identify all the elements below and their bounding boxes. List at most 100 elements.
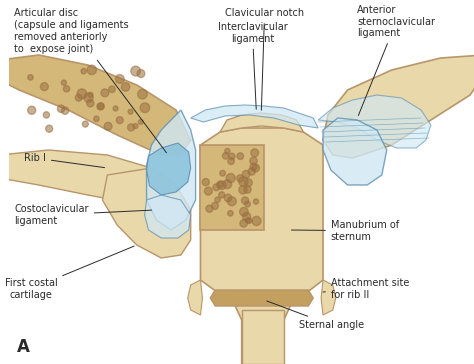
Circle shape: [88, 92, 93, 98]
Text: (capsule and ligaments: (capsule and ligaments: [14, 20, 129, 30]
Text: First costal
cartilage: First costal cartilage: [5, 246, 134, 300]
Circle shape: [219, 192, 225, 198]
Circle shape: [226, 174, 235, 183]
Circle shape: [245, 218, 250, 223]
Circle shape: [242, 170, 250, 178]
Circle shape: [137, 70, 145, 78]
Circle shape: [228, 158, 235, 165]
Circle shape: [237, 175, 244, 182]
Circle shape: [242, 197, 249, 204]
Text: Sternal angle: Sternal angle: [267, 301, 364, 330]
Circle shape: [113, 106, 118, 111]
Circle shape: [116, 75, 124, 83]
Circle shape: [224, 194, 232, 202]
Circle shape: [217, 181, 223, 188]
Circle shape: [137, 89, 147, 99]
Circle shape: [211, 202, 219, 209]
Circle shape: [248, 168, 255, 175]
Circle shape: [250, 163, 257, 170]
Circle shape: [251, 149, 259, 157]
Circle shape: [98, 103, 104, 110]
Circle shape: [27, 106, 36, 114]
Text: A: A: [17, 338, 30, 356]
Circle shape: [218, 181, 226, 190]
Polygon shape: [323, 118, 387, 185]
Circle shape: [239, 177, 248, 186]
Circle shape: [64, 86, 70, 92]
Text: Anterior
sternoclavicular
ligament: Anterior sternoclavicular ligament: [357, 5, 435, 115]
Text: Attachment site
for rib II: Attachment site for rib II: [323, 278, 409, 300]
Circle shape: [225, 149, 230, 154]
Circle shape: [229, 153, 235, 159]
Polygon shape: [210, 290, 313, 306]
Circle shape: [133, 123, 138, 128]
Circle shape: [116, 116, 123, 124]
Circle shape: [27, 75, 33, 80]
Circle shape: [101, 89, 109, 97]
Circle shape: [202, 178, 210, 186]
Circle shape: [40, 83, 48, 91]
Polygon shape: [188, 280, 202, 315]
Circle shape: [109, 86, 115, 93]
Text: to  expose joint): to expose joint): [14, 44, 93, 54]
Circle shape: [237, 153, 244, 159]
Circle shape: [252, 216, 261, 226]
Circle shape: [252, 164, 259, 172]
Circle shape: [245, 201, 250, 207]
Circle shape: [246, 218, 252, 223]
Text: removed anteriorly: removed anteriorly: [14, 32, 108, 42]
Polygon shape: [201, 128, 323, 364]
Text: Costoclavicular
ligament: Costoclavicular ligament: [14, 204, 152, 226]
Polygon shape: [201, 145, 264, 230]
Circle shape: [87, 99, 94, 107]
Circle shape: [204, 187, 212, 195]
Circle shape: [228, 197, 236, 206]
Circle shape: [61, 80, 66, 85]
Circle shape: [97, 103, 104, 110]
Circle shape: [128, 124, 135, 131]
Circle shape: [223, 180, 232, 189]
Polygon shape: [191, 105, 318, 128]
Circle shape: [140, 103, 150, 112]
Circle shape: [75, 94, 82, 101]
Polygon shape: [145, 195, 191, 238]
Polygon shape: [146, 110, 196, 230]
Polygon shape: [220, 113, 303, 132]
Circle shape: [240, 207, 248, 216]
Circle shape: [220, 170, 226, 176]
Text: Rib I: Rib I: [24, 153, 105, 167]
Circle shape: [243, 213, 251, 221]
Polygon shape: [0, 55, 191, 155]
Polygon shape: [318, 95, 431, 148]
Circle shape: [250, 157, 257, 165]
Polygon shape: [321, 280, 336, 315]
Circle shape: [244, 186, 251, 193]
Circle shape: [228, 210, 233, 216]
Circle shape: [81, 68, 86, 74]
Polygon shape: [146, 143, 191, 195]
Polygon shape: [323, 55, 474, 158]
Circle shape: [82, 121, 88, 127]
Circle shape: [43, 112, 49, 118]
Circle shape: [138, 119, 143, 124]
Circle shape: [121, 83, 130, 91]
Circle shape: [206, 205, 213, 212]
Circle shape: [57, 105, 65, 112]
Text: Interclavicular
ligament: Interclavicular ligament: [218, 22, 287, 109]
Circle shape: [131, 66, 140, 76]
Circle shape: [104, 122, 112, 130]
Circle shape: [87, 65, 97, 75]
Circle shape: [240, 219, 247, 227]
Circle shape: [46, 125, 53, 132]
Polygon shape: [102, 168, 191, 258]
Circle shape: [213, 184, 219, 191]
Text: Manubrium of
sternum: Manubrium of sternum: [292, 220, 399, 242]
Circle shape: [215, 197, 220, 203]
Text: Articular disc: Articular disc: [14, 8, 78, 18]
Circle shape: [77, 89, 87, 99]
Circle shape: [62, 107, 69, 114]
Circle shape: [239, 186, 247, 194]
Circle shape: [245, 179, 252, 187]
Polygon shape: [0, 150, 166, 205]
Circle shape: [254, 199, 258, 204]
